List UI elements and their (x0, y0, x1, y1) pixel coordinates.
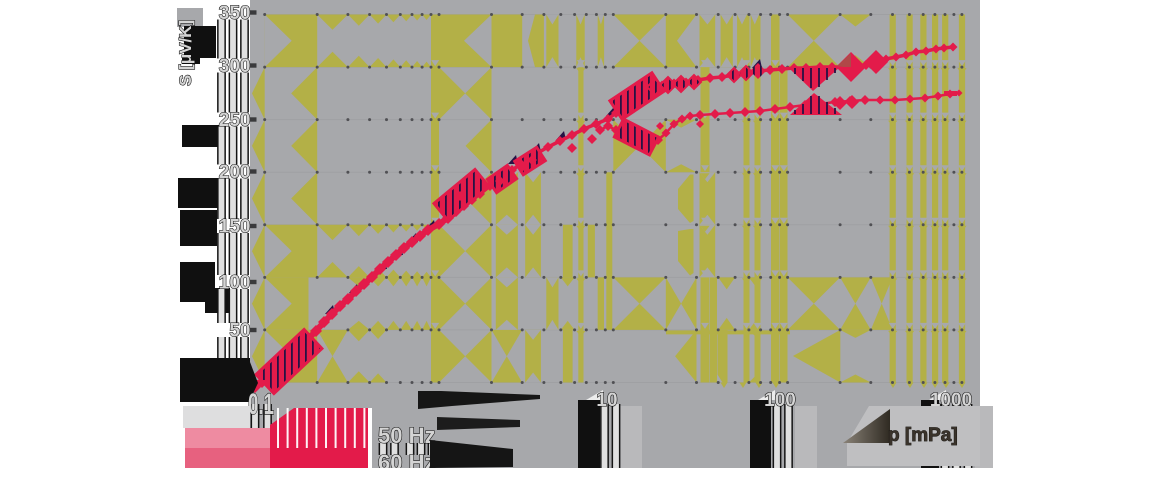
svg-text:150: 150 (219, 217, 251, 238)
svg-text:50: 50 (229, 321, 250, 342)
svg-text:S [μV/K]: S [μV/K] (176, 20, 195, 86)
svg-text:p [mPa]: p [mPa] (888, 425, 958, 446)
svg-text:250: 250 (219, 110, 251, 131)
svg-text:100: 100 (219, 273, 251, 294)
svg-text:300: 300 (219, 56, 251, 77)
svg-text:10: 10 (596, 390, 617, 411)
svg-text:350: 350 (219, 3, 251, 24)
svg-text:50 Hz: 50 Hz (378, 423, 435, 448)
svg-text:200: 200 (219, 162, 251, 183)
svg-text:100: 100 (764, 390, 796, 411)
svg-text:0.1: 0.1 (248, 388, 274, 421)
